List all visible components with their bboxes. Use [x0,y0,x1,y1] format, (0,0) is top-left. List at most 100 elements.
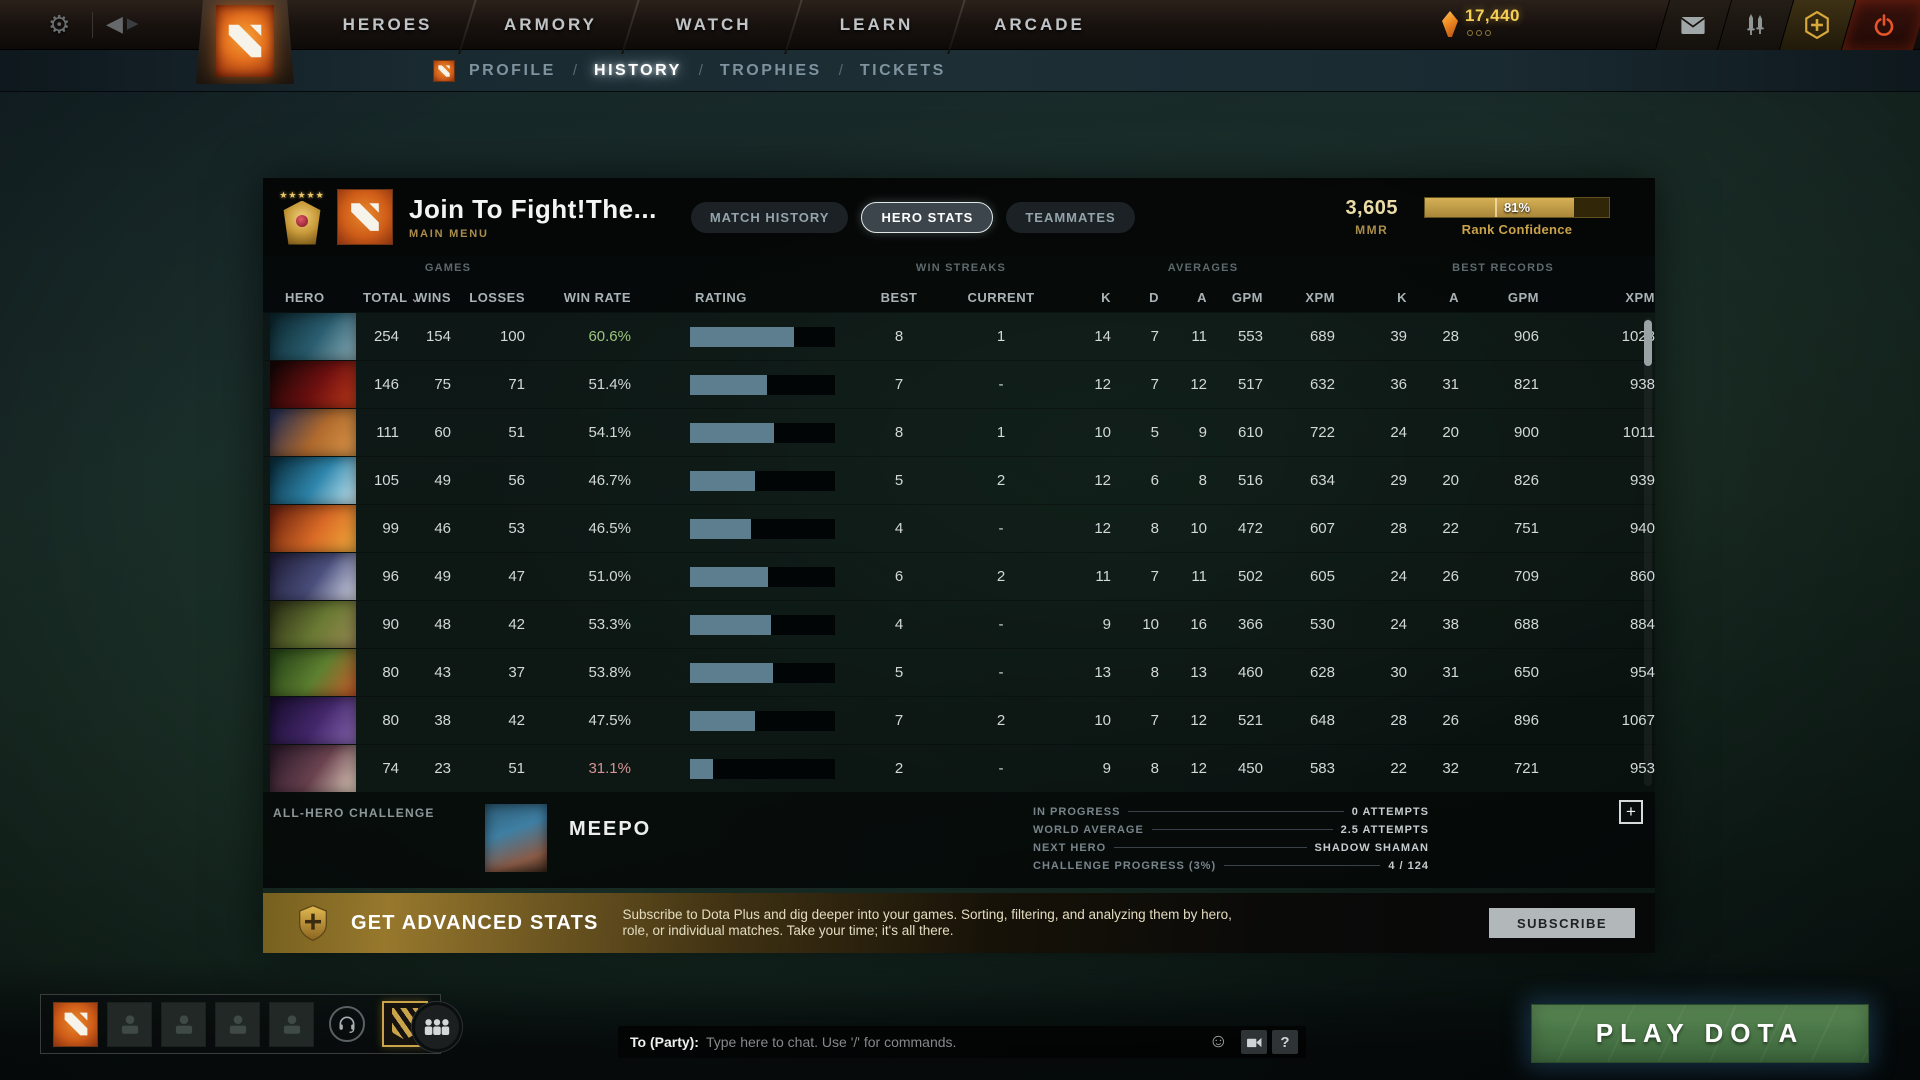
group-header-win-streaks: WIN STREAKS [915,262,1007,274]
dota-home-button[interactable] [196,0,294,84]
col-header-best[interactable]: BEST [880,289,918,305]
rating-bar-fill [690,662,773,683]
player-name: Join To Fight!The... [409,194,657,224]
hero-row-anti-mage[interactable]: 111 60 51 54.1% 8 1 10 5 9 610 722 24 20… [263,408,1655,456]
party-self-slot[interactable] [53,1001,98,1047]
rank-medal: ★★★★★ [275,190,329,245]
col-header-rating[interactable]: RATING [695,289,747,305]
hero-row-phantom-assassin[interactable]: 254 154 100 60.6% 8 1 14 7 11 553 689 39… [263,312,1655,360]
meepo-portrait-icon[interactable] [485,804,547,872]
subnav-item-profile[interactable]: PROFILE [469,61,556,79]
power-exit-button[interactable] [1848,0,1920,50]
top-nav-watch[interactable]: WATCH [632,0,795,50]
player-avatar [337,189,393,245]
col-header-gpm-best[interactable]: GPM [1507,289,1539,305]
cell-wins: 23 [434,760,451,777]
notifications-button[interactable] [1662,0,1724,50]
cell-losses: 53 [508,520,525,537]
cell-best-kills: 24 [1390,616,1407,633]
challenge-stat-world-average: WORLD AVERAGE 2.5 ATTEMPTS [1033,822,1429,837]
rating-bar-fill [690,470,756,491]
tab-match-history[interactable]: MATCH HISTORY [690,201,849,233]
play-dota-button[interactable]: PLAY DOTA [1531,1004,1869,1063]
top-nav-learn[interactable]: LEARN [795,0,958,50]
subscribe-button[interactable]: SUBSCRIBE [1489,908,1635,938]
col-header-a[interactable]: A [1197,289,1207,305]
friends-party-finder-button[interactable] [412,1002,462,1052]
hero-row-shadow-fiend[interactable]: 146 75 71 51.4% 7 - 12 7 12 517 632 36 3… [263,360,1655,408]
person-silhouette-icon [283,1015,300,1034]
emoticon-button[interactable]: ☺ [1208,1031,1228,1052]
hero-stats-panel: ★★★★★ Join To Fight!The... MAIN MENU MAT… [263,178,1655,953]
cell-current-streak: - [998,616,1004,633]
cell-avg-assists: 8 [1198,472,1207,489]
hero-row-faceless-void[interactable]: 80 38 42 47.5% 7 2 10 7 12 521 648 28 26… [263,696,1655,744]
cell-avg-kills: 13 [1094,664,1111,681]
hero-row-pudge[interactable]: 90 48 42 53.3% 4 - 9 10 16 366 530 24 38… [263,600,1655,648]
cell-win-rate: 51.0% [588,568,631,585]
voice-chat-button[interactable] [329,1006,365,1042]
cell-avg-kills: 11 [1095,568,1111,585]
armory-quick-button[interactable] [1724,0,1786,50]
col-header-total[interactable]: TOTAL ⌄ [363,289,421,305]
hero-row-lina[interactable]: 99 46 53 46.5% 4 - 12 8 10 472 607 28 22… [263,504,1655,552]
party-empty-slot[interactable] [107,1001,152,1047]
cell-avg-xpm: 689 [1309,328,1335,345]
tab-hero-stats[interactable]: HERO STATS [861,201,994,233]
chat-bar: To (Party): ☺ ? [618,1026,1306,1058]
chat-input[interactable] [705,1034,1201,1050]
cell-avg-assists: 12 [1190,712,1207,729]
cell-best-kills: 24 [1390,568,1407,585]
hero-row-invoker[interactable]: 74 23 51 31.1% 2 - 9 8 12 450 583 22 32 … [263,744,1655,792]
col-header-a-best[interactable]: A [1449,289,1459,305]
shard-balance[interactable]: 17,440 [1442,6,1520,37]
top-nav-arcade[interactable]: ARCADE [958,0,1121,50]
back-arrow-icon[interactable]: ◀ [106,11,123,36]
table-scrollbar-thumb[interactable] [1644,320,1652,366]
profile-dota-mini-logo-icon[interactable] [433,59,455,82]
forward-arrow-icon[interactable]: ▶ [126,15,139,32]
party-empty-slot[interactable] [161,1001,206,1047]
cell-total: 80 [382,664,399,681]
col-header-gpm[interactable]: GPM [1231,289,1263,305]
cell-avg-deaths: 8 [1150,520,1159,537]
challenge-add-button[interactable]: + [1619,800,1643,824]
top-nav-armory[interactable]: ARMORY [469,0,632,50]
subnav-item-trophies[interactable]: TROPHIES [719,61,822,79]
col-header-k[interactable]: K [1101,289,1111,305]
hero-row-drow-ranger[interactable]: 96 49 47 51.0% 6 2 11 7 11 502 605 24 26… [263,552,1655,600]
challenge-stat-value: 2.5 ATTEMPTS [1340,823,1429,836]
top-nav-heroes[interactable]: HEROES [342,15,433,34]
challenge-stat-challenge-progress-3-: CHALLENGE PROGRESS (3%) 4 / 124 [1033,858,1429,873]
col-header-k-best[interactable]: K [1397,289,1407,305]
cell-avg-xpm: 634 [1309,472,1335,489]
party-empty-slot[interactable] [215,1001,260,1047]
col-header-win-rate[interactable]: WIN RATE [563,289,631,305]
col-header-current[interactable]: CURRENT [967,289,1035,305]
hero-row-windranger[interactable]: 80 43 37 53.8% 5 - 13 8 13 460 628 30 31… [263,648,1655,696]
col-header-xpm-best[interactable]: XPM [1625,289,1655,305]
col-header-hero[interactable]: HERO [285,289,325,305]
subnav-item-history[interactable]: HISTORY [594,61,682,79]
col-header-losses[interactable]: LOSSES [469,289,525,305]
col-header-d[interactable]: D [1149,289,1159,305]
cell-best-kills: 28 [1390,712,1407,729]
cell-win-rate: 60.6% [588,328,631,345]
cell-losses: 47 [508,568,525,585]
settings-gear-icon[interactable]: ⚙ [48,11,71,39]
shard-amount: 17,440 [1465,6,1520,25]
subnav-item-tickets[interactable]: TICKETS [859,61,946,79]
col-header-wins[interactable]: WINS [415,289,451,305]
hero-row-morphling[interactable]: 105 49 56 46.7% 5 2 12 6 8 516 634 29 20… [263,456,1655,504]
cell-best-kills: 36 [1390,376,1407,393]
chat-help-button[interactable]: ? [1272,1030,1298,1054]
person-silhouette-icon [175,1015,192,1034]
mmr-block: 3,605 MMR [1345,197,1398,237]
col-header-xpm[interactable]: XPM [1305,289,1335,305]
dota-plus-button[interactable] [1786,0,1848,50]
cell-rating [639,422,859,443]
party-empty-slot[interactable] [269,1001,314,1047]
chat-share-button[interactable] [1241,1030,1267,1054]
tab-teammates[interactable]: TEAMMATES [1006,201,1135,233]
shard-icon [1442,11,1458,37]
